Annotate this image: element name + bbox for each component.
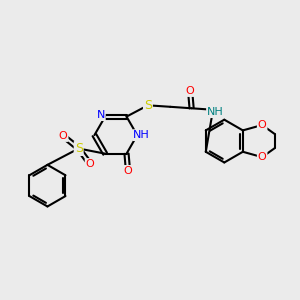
Text: NH: NH xyxy=(207,107,224,117)
Text: O: O xyxy=(59,131,68,141)
Text: N: N xyxy=(97,110,105,120)
Text: S: S xyxy=(144,99,152,112)
Text: O: O xyxy=(186,86,194,96)
Text: O: O xyxy=(124,166,132,176)
Text: O: O xyxy=(85,159,94,169)
Text: S: S xyxy=(75,142,83,155)
Text: NH: NH xyxy=(133,130,150,140)
Text: O: O xyxy=(258,152,266,162)
Text: O: O xyxy=(258,120,266,130)
